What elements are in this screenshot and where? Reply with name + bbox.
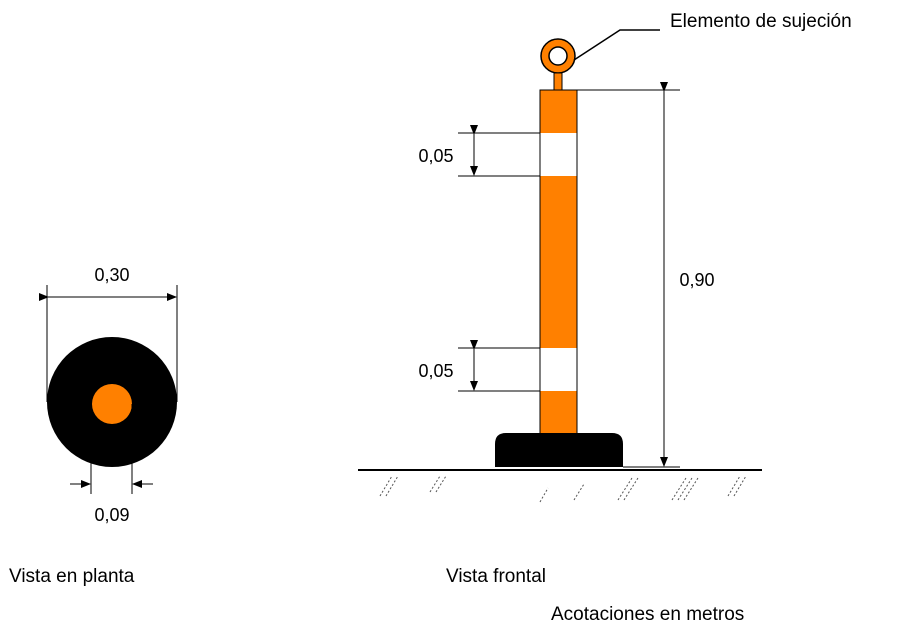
fastener-ring-hole <box>548 46 568 66</box>
height-label: 0,90 <box>679 270 714 290</box>
post-section-circle <box>92 384 132 424</box>
band-bottom-label: 0,05 <box>418 361 453 381</box>
ground-hatch <box>379 475 747 503</box>
plan-view: 0,30 0,09 <box>39 265 178 525</box>
outer-diameter-label: 0,30 <box>94 265 129 285</box>
reflective-band-top <box>540 133 577 176</box>
inner-diameter-label: 0,09 <box>94 505 129 525</box>
front-view-caption: Vista frontal <box>446 566 546 587</box>
units-note: Acotaciones en metros <box>551 604 745 625</box>
plan-view-caption: Vista en planta <box>9 566 135 587</box>
fastener-leader-line <box>573 29 660 61</box>
band-top-label: 0,05 <box>418 146 453 166</box>
rubber-base <box>495 433 623 467</box>
reflective-band-bottom <box>540 348 577 391</box>
front-view: Elemento de sujeción 0,05 <box>358 11 852 503</box>
fastener-label: Elemento de sujeción <box>670 11 852 32</box>
fastener-stem <box>553 72 563 91</box>
